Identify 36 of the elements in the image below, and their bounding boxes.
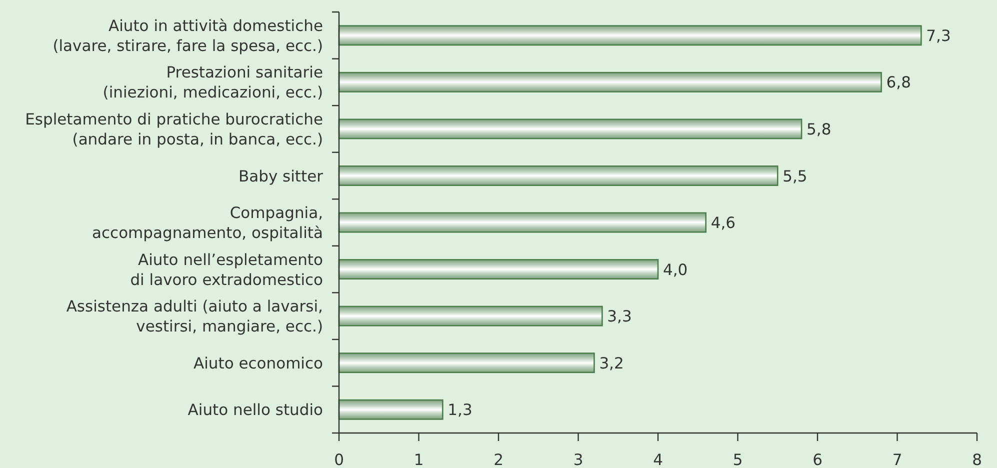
x-tick-label: 0 [334, 451, 344, 468]
bar [338, 25, 922, 46]
bar [338, 259, 659, 280]
x-tick-label: 7 [892, 451, 902, 468]
bar [338, 118, 802, 140]
x-tick-label: 2 [494, 451, 504, 468]
y-tick-label: Baby sitter [238, 167, 324, 186]
data-label: 7,3 [926, 26, 951, 45]
bar [338, 399, 444, 420]
x-tick-label: 4 [653, 451, 663, 468]
x-tick-label: 6 [812, 451, 822, 468]
bar [338, 212, 706, 233]
bar [338, 72, 882, 92]
x-tick-label: 3 [573, 451, 584, 468]
y-tick-label: Aiuto nell’espletamento di lavoro extradomestico [130, 250, 323, 289]
data-label: 3,2 [599, 354, 624, 372]
data-label: 6,8 [886, 74, 911, 92]
data-label: 5,5 [782, 167, 808, 186]
y-tick-label: Aiuto economico [194, 354, 323, 372]
x-tick-label: 8 [972, 451, 982, 468]
data-label: 1,3 [448, 401, 472, 420]
bar [338, 306, 603, 326]
y-tick-label: Aiuto nello studio [188, 401, 323, 420]
x-tick-label: 5 [732, 451, 743, 468]
data-label: 4,0 [663, 260, 688, 279]
bar [338, 352, 595, 374]
y-tick-label: Aiuto in attività domestiche (lavare, stirare, fare la spesa, ecc.) [52, 16, 323, 55]
y-tick-label: Assistenza adulti (aiuto a lavarsi, vestirsi, mangiare, ecc.) [66, 298, 323, 336]
y-tick-label: Compagnia, accompagnamento, ospitalità [92, 204, 323, 242]
y-tick-label: Prestazioni sanitarie (iniezioni, medicazioni, ecc.) [102, 64, 323, 102]
bar [338, 165, 778, 186]
y-tick-label: Espletamento di pratiche burocratiche (andare in posta, in banca, ecc.) [25, 110, 323, 149]
data-label: 3,3 [607, 308, 632, 326]
data-label: 4,6 [710, 214, 736, 232]
data-label: 5,8 [806, 120, 832, 139]
x-tick-label: 1 [414, 451, 424, 468]
